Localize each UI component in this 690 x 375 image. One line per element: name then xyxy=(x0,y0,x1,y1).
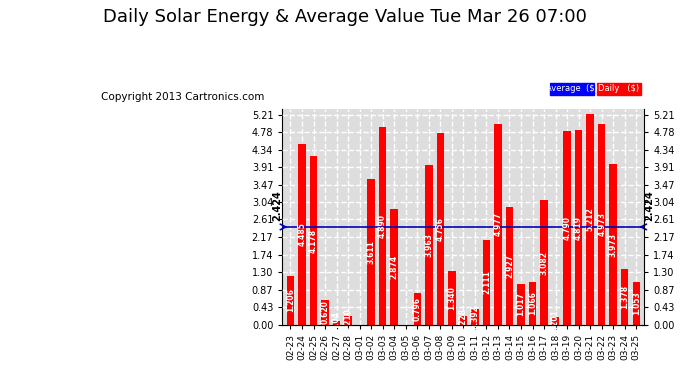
Text: 1.017: 1.017 xyxy=(517,292,526,316)
Text: 1.206: 1.206 xyxy=(286,288,295,312)
Bar xyxy=(598,124,605,325)
Bar xyxy=(483,240,490,325)
Bar xyxy=(506,207,513,325)
Bar xyxy=(298,144,306,325)
Text: 3.963: 3.963 xyxy=(424,233,433,257)
Bar xyxy=(460,315,467,325)
Text: 4.485: 4.485 xyxy=(297,222,306,246)
Text: 0.620: 0.620 xyxy=(321,300,330,324)
FancyBboxPatch shape xyxy=(550,83,593,95)
Bar xyxy=(333,321,340,325)
Text: Average  ($): Average ($) xyxy=(546,84,598,93)
Bar xyxy=(518,284,525,325)
Text: 3.973: 3.973 xyxy=(609,232,618,256)
Bar xyxy=(367,179,375,325)
Text: Daily Solar Energy & Average Value Tue Mar 26 07:00: Daily Solar Energy & Average Value Tue M… xyxy=(103,8,587,26)
Text: 2.874: 2.874 xyxy=(390,255,399,279)
Bar xyxy=(563,132,571,325)
Text: 0.104: 0.104 xyxy=(332,310,341,334)
Bar xyxy=(413,292,421,325)
Text: 4.890: 4.890 xyxy=(378,214,387,238)
Text: 3.082: 3.082 xyxy=(540,251,549,274)
Text: 1.066: 1.066 xyxy=(528,291,537,315)
Text: 0.201: 0.201 xyxy=(551,309,560,333)
Bar xyxy=(344,316,352,325)
Bar xyxy=(437,133,444,325)
Text: 1.053: 1.053 xyxy=(632,292,641,315)
Text: 4.178: 4.178 xyxy=(309,228,318,252)
Text: 2.424: 2.424 xyxy=(273,190,282,221)
Text: 3.611: 3.611 xyxy=(366,240,375,264)
Bar xyxy=(552,316,560,325)
Bar xyxy=(379,128,386,325)
Bar xyxy=(586,114,594,325)
Bar xyxy=(540,200,548,325)
Bar xyxy=(621,269,629,325)
Text: 2.111: 2.111 xyxy=(482,270,491,294)
Bar xyxy=(310,156,317,325)
Bar xyxy=(529,282,536,325)
Bar xyxy=(391,209,398,325)
Bar xyxy=(448,271,455,325)
FancyBboxPatch shape xyxy=(598,83,641,95)
Text: 0.228: 0.228 xyxy=(459,308,468,332)
Text: 4.973: 4.973 xyxy=(597,212,607,236)
Text: 4.790: 4.790 xyxy=(562,216,571,240)
Bar xyxy=(322,300,328,325)
Text: 4.977: 4.977 xyxy=(493,212,502,236)
Bar xyxy=(471,309,479,325)
Text: 2.927: 2.927 xyxy=(505,254,514,278)
Bar xyxy=(575,130,582,325)
Bar xyxy=(425,165,433,325)
Text: 0.210: 0.210 xyxy=(344,309,353,332)
Text: 5.212: 5.212 xyxy=(586,208,595,231)
Text: 1.340: 1.340 xyxy=(447,286,456,310)
Text: 0.392: 0.392 xyxy=(471,305,480,329)
Text: Daily   ($): Daily ($) xyxy=(598,84,640,93)
Text: 0.796: 0.796 xyxy=(413,297,422,321)
Text: Copyright 2013 Cartronics.com: Copyright 2013 Cartronics.com xyxy=(101,92,265,102)
Bar xyxy=(494,124,502,325)
Text: 1.378: 1.378 xyxy=(620,285,629,309)
Text: 4.756: 4.756 xyxy=(436,217,445,241)
Bar xyxy=(633,282,640,325)
Text: 2.424: 2.424 xyxy=(644,190,654,221)
Bar xyxy=(609,165,617,325)
Bar xyxy=(287,276,294,325)
Text: 4.819: 4.819 xyxy=(574,216,583,240)
